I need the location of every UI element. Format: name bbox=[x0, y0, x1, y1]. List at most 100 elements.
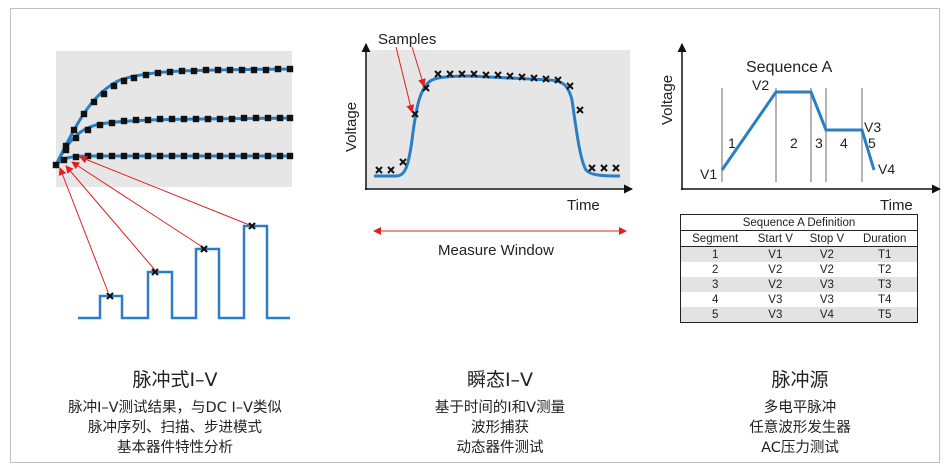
iv-sample-point bbox=[144, 152, 152, 160]
source-x-label: Time bbox=[880, 197, 913, 214]
table-row: 1 V1 V2 T1 bbox=[680, 246, 918, 262]
transient-sample-mark bbox=[554, 76, 562, 84]
iv-sample-point bbox=[264, 152, 272, 160]
pulse-source-line-2: 任意波形发生器 bbox=[749, 420, 851, 436]
arrow-pulse-3 bbox=[71, 161, 205, 249]
pulse-mark-2 bbox=[151, 268, 159, 276]
source-y-label: Voltage bbox=[659, 75, 676, 125]
table-cell: V3 bbox=[819, 278, 834, 291]
iv-sample-point bbox=[276, 114, 284, 122]
transient-sample-mark bbox=[387, 166, 395, 174]
transient-sample-mark bbox=[566, 82, 574, 90]
pulse-train bbox=[78, 224, 290, 320]
transient-sample-mark bbox=[518, 73, 526, 81]
segment-label-5: 5 bbox=[868, 135, 876, 151]
transient-sample-mark bbox=[542, 75, 550, 83]
iv-sample-point bbox=[216, 115, 224, 123]
segment-label-1: 1 bbox=[728, 135, 736, 151]
iv-sample-point bbox=[156, 115, 164, 123]
pulsed-iv-panel bbox=[52, 51, 294, 320]
transient-iv-line-3: 动态器件测试 bbox=[456, 440, 544, 456]
transient-y-label: Voltage bbox=[343, 102, 360, 152]
iv-sample-point bbox=[276, 152, 284, 160]
iv-sample-point bbox=[84, 152, 92, 160]
iv-sample-point bbox=[226, 66, 234, 74]
level-label-v3: V3 bbox=[864, 119, 881, 135]
iv-sample-point bbox=[214, 66, 222, 74]
sequence-definition-table: Sequence A Definition Segment Start V St… bbox=[680, 214, 918, 323]
iv-sample-point bbox=[80, 110, 88, 118]
transient-sample-mark bbox=[600, 164, 608, 172]
table-cell: 1 bbox=[711, 248, 719, 261]
pulse-source-panel: Voltage Time Sequence A V1 V2 V3 V4 1 2 … bbox=[659, 43, 941, 214]
iv-sample-point bbox=[168, 115, 176, 123]
transient-sample-mark bbox=[494, 71, 502, 79]
table-cell: V1 bbox=[768, 248, 783, 261]
iv-sample-point bbox=[168, 152, 176, 160]
pulsed-iv-line-1: 脉冲I–V测试结果，与DC I–V类似 bbox=[68, 400, 282, 416]
iv-sample-point bbox=[130, 74, 138, 82]
table-header-duration: Duration bbox=[852, 230, 918, 247]
iv-sample-point bbox=[144, 116, 152, 124]
table-cell: V3 bbox=[768, 308, 783, 321]
iv-sample-point bbox=[180, 115, 188, 123]
iv-sample-points bbox=[52, 65, 294, 169]
measure-window-label: Measure Window bbox=[438, 242, 554, 259]
samples-arrow-2 bbox=[411, 46, 426, 87]
transient-sample-mark bbox=[375, 166, 383, 174]
samples-label: Samples bbox=[378, 31, 436, 48]
pulse-mark-1 bbox=[106, 292, 114, 300]
table-row: 3 V2 V3 T3 bbox=[680, 277, 918, 292]
iv-sample-point bbox=[154, 69, 162, 77]
pulsed-iv-line-2: 脉冲序列、扫描、步进模式 bbox=[88, 420, 262, 436]
iv-sample-point bbox=[202, 66, 210, 74]
table-cell: T5 bbox=[877, 308, 892, 321]
pulse-mark-3 bbox=[200, 245, 208, 253]
iv-sample-point bbox=[180, 152, 188, 160]
table-cell: T2 bbox=[877, 263, 892, 276]
transient-iv-line-2: 波形捕获 bbox=[471, 420, 529, 436]
iv-sample-point bbox=[240, 114, 248, 122]
table-cell: 2 bbox=[711, 263, 719, 276]
level-label-v2: V2 bbox=[752, 77, 769, 93]
samples-arrow-1 bbox=[395, 46, 415, 113]
transient-plot-background bbox=[366, 50, 630, 188]
iv-sample-point bbox=[100, 90, 108, 98]
iv-sample-point bbox=[142, 71, 150, 79]
table-cell: V2 bbox=[768, 263, 783, 276]
iv-sample-point bbox=[192, 115, 200, 123]
transient-iv-title: 瞬态I–V bbox=[466, 369, 534, 391]
transient-sample-mark bbox=[482, 71, 490, 79]
transient-x-label: Time bbox=[567, 197, 600, 214]
arrow-pulse-2 bbox=[65, 165, 156, 271]
iv-sample-point bbox=[70, 126, 78, 134]
transient-sample-mark bbox=[458, 70, 466, 78]
iv-sample-point bbox=[274, 65, 282, 73]
transient-sample-mark bbox=[576, 106, 584, 114]
table-cell: V2 bbox=[819, 248, 834, 261]
table-cell: V2 bbox=[768, 278, 783, 291]
iv-sample-point bbox=[240, 152, 248, 160]
iv-sample-point bbox=[156, 152, 164, 160]
iv-sample-point bbox=[60, 156, 68, 164]
pulsed-iv-title: 脉冲式I–V bbox=[132, 369, 218, 391]
transient-sample-marks bbox=[375, 70, 620, 174]
iv-sample-point bbox=[204, 152, 212, 160]
iv-sample-point bbox=[52, 161, 60, 169]
pulse-mark-4 bbox=[248, 222, 256, 230]
iv-sample-point bbox=[262, 66, 270, 74]
iv-sample-point bbox=[228, 115, 236, 123]
iv-sample-point bbox=[110, 82, 118, 90]
iv-sample-point bbox=[120, 117, 128, 125]
table-row: 2 V2 V2 T2 bbox=[681, 262, 918, 277]
iv-sample-point bbox=[132, 116, 140, 124]
iv-sample-point bbox=[108, 152, 116, 160]
transient-sample-mark bbox=[530, 74, 538, 82]
iv-sample-point bbox=[250, 66, 258, 74]
iv-sample-point bbox=[216, 152, 224, 160]
samples-arrows bbox=[395, 46, 426, 113]
table-cell: 4 bbox=[711, 293, 719, 306]
sequence-label: Sequence A bbox=[746, 59, 833, 76]
table-cell: 3 bbox=[711, 278, 719, 291]
